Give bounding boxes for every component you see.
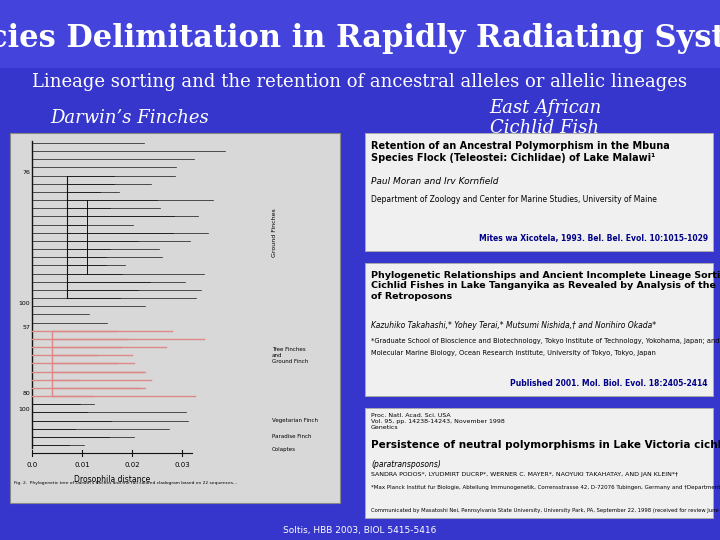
Text: Communicated by Masatoshi Nei, Pennsylvania State University, University Park, P: Communicated by Masatoshi Nei, Pennsylva… (371, 508, 720, 513)
Text: Fig. 2.  Phylogenetic tree of Darwin's finches and the full colored cladogram ba: Fig. 2. Phylogenetic tree of Darwin's fi… (14, 481, 237, 485)
Text: Drosophila distance: Drosophila distance (74, 475, 150, 484)
Text: 100: 100 (19, 407, 30, 412)
Text: Ground Finches: Ground Finches (272, 208, 277, 257)
Text: Proc. Natl. Acad. Sci. USA
Vol. 95, pp. 14238-14243, November 1998
Genetics: Proc. Natl. Acad. Sci. USA Vol. 95, pp. … (371, 413, 505, 430)
Text: Lineage sorting and the retention of ancestral alleles or allelic lineages: Lineage sorting and the retention of anc… (32, 73, 688, 91)
Text: 76: 76 (22, 170, 30, 175)
Text: 0.01: 0.01 (74, 462, 90, 468)
Text: *Graduate School of Bioscience and Biotechnology, Tokyo Institute of Technology,: *Graduate School of Bioscience and Biote… (371, 338, 720, 344)
Text: Molecular Marine Biology, Ocean Research Institute, University of Tokyo, Tokyo, : Molecular Marine Biology, Ocean Research… (371, 350, 656, 356)
Text: (paratransposons): (paratransposons) (371, 460, 441, 469)
Text: Species Delimitation in Rapidly Radiating Systems: Species Delimitation in Rapidly Radiatin… (0, 23, 720, 53)
Text: 100: 100 (19, 301, 30, 306)
Text: Persistence of neutral polymorphisms in Lake Victoria cichlid fish: Persistence of neutral polymorphisms in … (371, 440, 720, 450)
Text: Kazuhiko Takahashi,* Yohey Terai,* Mutsumi Nishida,† and Norihiro Okada*: Kazuhiko Takahashi,* Yohey Terai,* Mutsu… (371, 321, 656, 330)
Bar (365, 133, 713, 251)
Text: Retention of an Ancestral Polymorphism in the Mbuna
Species Flock (Teleostei: Ci: Retention of an Ancestral Polymorphism i… (371, 141, 670, 163)
Text: 57: 57 (22, 325, 30, 330)
Text: Mites wa Xicotela, 1993. Bel. Bel. Evol. 10:1015-1029: Mites wa Xicotela, 1993. Bel. Bel. Evol.… (479, 234, 708, 243)
Bar (10, 133, 340, 503)
Text: Soltis, HBB 2003, BIOL 5415-5416: Soltis, HBB 2003, BIOL 5415-5416 (283, 525, 437, 535)
Text: 0.02: 0.02 (124, 462, 140, 468)
Text: Department of Zoology and Center for Marine Studies, University of Maine: Department of Zoology and Center for Mar… (371, 195, 657, 204)
Text: 80: 80 (22, 390, 30, 395)
Text: Paul Moran and Irv Kornfield: Paul Moran and Irv Kornfield (371, 177, 498, 186)
Text: Paradise Finch: Paradise Finch (272, 434, 312, 440)
Text: Tree Finches
and
Ground Finch: Tree Finches and Ground Finch (272, 347, 308, 363)
Text: Colaptes: Colaptes (272, 447, 296, 451)
Text: Published 2001. Mol. Biol. Evol. 18:2405-2414: Published 2001. Mol. Biol. Evol. 18:2405… (510, 379, 708, 388)
Bar (0, 0, 720, 68)
Text: 0.0: 0.0 (27, 462, 37, 468)
Text: East African
Cichlid Fish: East African Cichlid Fish (489, 99, 601, 137)
Bar (365, 263, 713, 396)
Text: Phylogenetic Relationships and Ancient Incomplete Lineage Sorting Among
Cichlid : Phylogenetic Relationships and Ancient I… (371, 271, 720, 301)
Text: *Max Planck Institut fur Biologie, Abteilung Immunogenetik, Corrensstrasse 42, D: *Max Planck Institut fur Biologie, Abtei… (371, 485, 720, 490)
Text: SANDRA PODOS*, LYUDMIRT DUCRP*, WERNER C. MAYER*, NAOYUKI TAKAHATAY, AND JAN KLE: SANDRA PODOS*, LYUDMIRT DUCRP*, WERNER C… (371, 472, 678, 477)
Bar (365, 408, 713, 518)
Text: Darwin’s Finches: Darwin’s Finches (50, 109, 210, 127)
Text: Vegetarian Finch: Vegetarian Finch (272, 418, 318, 423)
Text: 0.03: 0.03 (174, 462, 190, 468)
